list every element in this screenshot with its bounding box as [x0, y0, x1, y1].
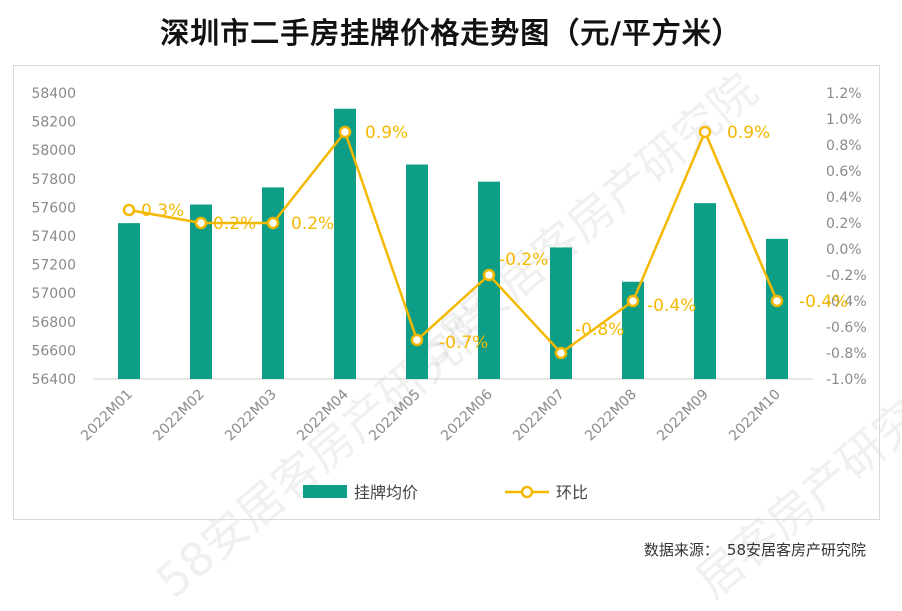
x-tick-label: 2022M04	[294, 386, 352, 444]
y-right-tick-label: -1.0%	[826, 372, 867, 388]
y-right-tick-label: 0.4%	[826, 190, 862, 206]
legend-swatch-marker	[520, 485, 534, 499]
chart-frame	[13, 65, 880, 520]
bar	[406, 164, 428, 379]
line-point	[626, 294, 640, 308]
y-right-tick-label: 0.8%	[826, 138, 862, 154]
y-left-tick-label: 57000	[31, 286, 76, 302]
combo-chart: 56400 56600 56800 57000 57200 57400 57600 57800…	[31, 86, 867, 502]
x-tick-label: 2022M07	[510, 387, 568, 445]
line-point	[338, 125, 352, 139]
line-point	[410, 333, 424, 347]
y-right-tick-label: 0.0%	[826, 242, 862, 258]
y-left-tick-label: 58000	[31, 143, 76, 159]
x-tick-label: 2022M08	[582, 387, 640, 445]
x-tick-label: 2022M01	[78, 387, 136, 445]
line-point	[122, 203, 136, 217]
y-right-tick-label: 1.0%	[826, 112, 862, 128]
bar	[118, 223, 140, 379]
y-right-tick-label: 0.2%	[826, 216, 862, 232]
x-tick-label: 2022M06	[438, 386, 496, 444]
line-point	[698, 125, 712, 139]
x-tick-label: 2022M05	[366, 387, 424, 445]
line-point	[266, 216, 280, 230]
chart-title: 深圳市二手房挂牌价格走势图（元/平方米）	[160, 16, 742, 50]
x-tick-label: 2022M09	[654, 387, 712, 445]
data-label: 0.9%	[727, 123, 770, 143]
line-series	[128, 128, 779, 355]
line-point	[770, 294, 784, 308]
bar	[766, 238, 788, 379]
source-value: 58安居客房产研究院	[726, 541, 866, 559]
bar	[262, 187, 284, 379]
data-label: -0.2%	[499, 250, 548, 270]
y-right-tick-label: -0.2%	[826, 268, 867, 284]
y-right-tick-label: 1.2%	[826, 86, 862, 102]
data-label: -0.4%	[647, 296, 696, 316]
y-left-tick-label: 58400	[31, 86, 76, 102]
y-left-tick-label: 56600	[31, 343, 76, 359]
data-label: -0.4%	[799, 292, 848, 312]
bar	[190, 204, 212, 379]
data-label: 0.9%	[365, 123, 408, 143]
x-tick-label: 2022M02	[150, 387, 208, 445]
y-left-tick-label: 57200	[31, 258, 76, 274]
y-left-tick-label: 56400	[31, 372, 76, 388]
legend-label: 挂牌均价	[354, 483, 418, 502]
y-left-tick-label: 58200	[31, 115, 76, 131]
line-point	[482, 268, 496, 282]
line-point	[554, 346, 568, 360]
data-label: 0.2%	[291, 214, 334, 234]
line-point	[194, 216, 208, 230]
legend-swatch-bar	[303, 485, 347, 498]
data-label: 0.3%	[141, 201, 184, 221]
data-label: -0.7%	[439, 333, 488, 353]
bar	[694, 203, 716, 379]
y-left-tick-label: 57600	[31, 200, 76, 216]
data-label: 0.2%	[213, 214, 256, 234]
data-source: 数据来源： 58安居客房产研究院	[644, 539, 866, 560]
bar	[334, 108, 356, 379]
x-tick-label: 2022M03	[222, 387, 280, 445]
y-right-tick-label: -0.8%	[826, 346, 867, 362]
source-label: 数据来源：	[643, 541, 719, 559]
data-label: -0.8%	[575, 320, 624, 340]
legend-label: 环比	[556, 483, 588, 502]
y-left-tick-label: 56800	[31, 315, 76, 331]
y-left-tick-label: 57800	[31, 172, 76, 188]
y-right-tick-label: 0.6%	[826, 164, 862, 180]
x-tick-label: 2022M10	[726, 387, 784, 445]
bar	[550, 247, 572, 379]
y-left-tick-label: 57400	[31, 229, 76, 245]
y-right-tick-label: -0.4%	[826, 294, 867, 310]
y-right-tick-label: -0.6%	[826, 320, 867, 336]
